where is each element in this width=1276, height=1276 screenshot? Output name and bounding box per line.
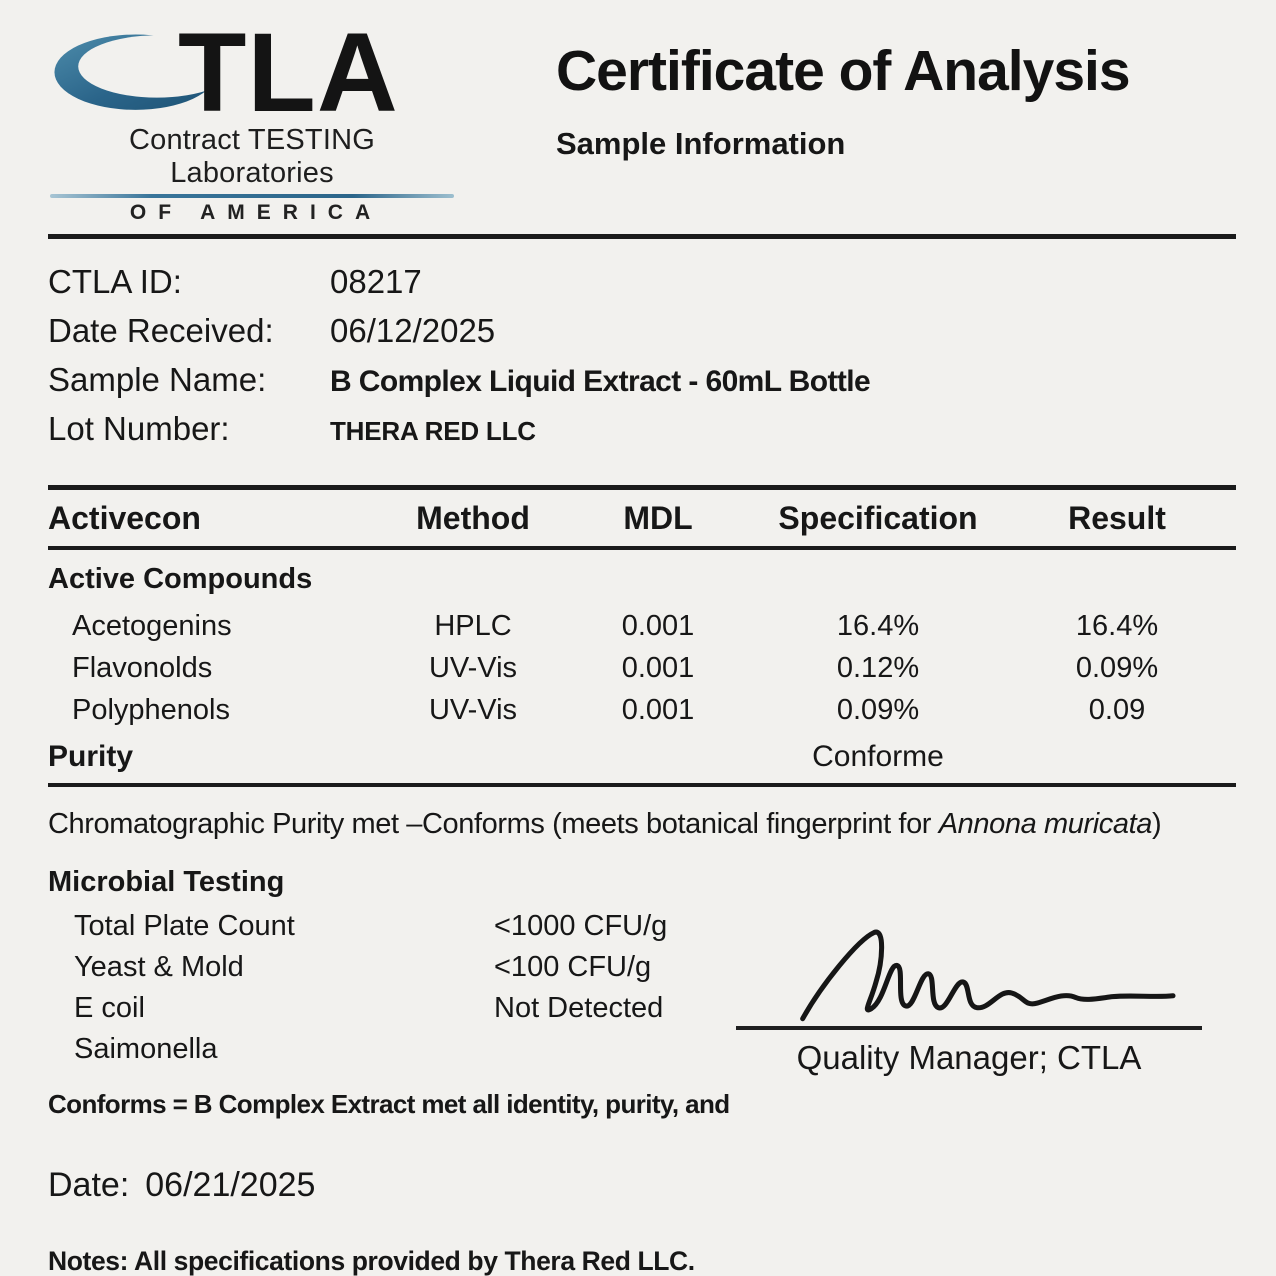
field-value: 08217	[330, 263, 422, 300]
microbial-result: <100 CFU/g	[494, 951, 652, 983]
cell-result: 0.09%	[1075, 651, 1159, 684]
microbial-row: Saimonella	[48, 1029, 708, 1070]
microbial-test: E coil	[74, 992, 145, 1024]
purity-row: Purity Conforme	[48, 731, 1236, 783]
microbial-row: Yeast & Mold <100 CFU/g	[48, 947, 708, 988]
signature-caption: Quality Manager; CTLA	[796, 1039, 1142, 1076]
results-table: Activecon Method MDL Specification Resul…	[48, 485, 1236, 787]
cell-mdl: 0.001	[621, 651, 695, 684]
field-lot-number: Lot Number: THERA RED LLC	[48, 410, 1236, 459]
microbial-result: Not Detected	[494, 992, 664, 1024]
chromo-species-italic: Annona muricata	[938, 808, 1153, 840]
table-section-active-compounds: Active Compounds	[48, 563, 313, 595]
field-sample-name: Sample Name: B Complex Liquid Extract - …	[48, 361, 1236, 410]
footer-notes: Notes: All specifications provided by Th…	[48, 1245, 1236, 1276]
cell-result: 0.09	[1088, 693, 1146, 726]
field-label: Date Received:	[48, 312, 274, 349]
microbial-test: Total Plate Count	[74, 910, 295, 942]
column-header-specification: Specification	[778, 499, 978, 536]
column-header-method: Method	[416, 499, 530, 536]
field-value: THERA RED LLC	[330, 416, 536, 446]
column-header-activecon: Activecon	[48, 499, 201, 536]
microbial-row: E coil Not Detected	[48, 988, 708, 1029]
document-header: TLA Contract TESTING Laboratories OF AME…	[48, 0, 1236, 225]
cell-result: 16.4%	[1075, 609, 1159, 642]
chromo-text-suffix: )	[1151, 808, 1162, 840]
field-label: CTLA ID:	[48, 263, 182, 300]
cell-analyte: Acetogenins	[72, 609, 232, 642]
crescent-c-icon	[54, 34, 217, 110]
chromo-text: Chromatographic Purity met –Conforms (me…	[48, 808, 939, 840]
purity-label: Purity	[48, 740, 134, 773]
date-line: Date: 06/21/2025	[48, 1166, 1236, 1205]
signature-image	[800, 929, 1176, 1022]
field-label: Lot Number:	[48, 410, 230, 447]
microbial-heading: Microbial Testing	[48, 866, 285, 898]
cell-method: HPLC	[434, 609, 512, 642]
microbial-result: <1000 CFU/g	[494, 910, 668, 942]
logo-of-america: OF AMERICA	[129, 201, 383, 224]
header-divider	[48, 234, 1236, 239]
date-label: Date:	[48, 1166, 130, 1204]
cell-method: UV-Vis	[428, 693, 518, 726]
table-row: Polyphenols UV-Vis 0.001 0.09% 0.09	[48, 689, 1236, 731]
logo-divider	[50, 194, 454, 198]
cell-mdl: 0.001	[621, 609, 695, 642]
field-ctla-id: CTLA ID: 08217	[48, 263, 1236, 312]
date-value: 06/21/2025	[145, 1166, 316, 1204]
cell-specification: 0.12%	[836, 651, 920, 684]
cell-mdl: 0.001	[621, 693, 695, 726]
notes-line: Notes: All specifications provided by Th…	[48, 1246, 695, 1276]
section-title-sample-information: Sample Information	[556, 126, 846, 161]
microbial-row: Total Plate Count <1000 CFU/g	[48, 906, 708, 947]
chromatographic-purity-note: Chromatographic Purity met –Conforms (me…	[48, 808, 1236, 841]
page-title: Certificate of Analysis	[556, 39, 1131, 103]
cell-analyte: Polyphenols	[72, 693, 230, 726]
field-value: B Complex Liquid Extract - 60mL Bottle	[330, 365, 871, 398]
sample-info-section: CTLA ID: 08217 Date Received: 06/12/2025…	[48, 263, 1236, 459]
microbial-test: Yeast & Mold	[74, 951, 244, 983]
conforms-note: Conforms = B Complex Extract met all ide…	[48, 1089, 730, 1119]
ctla-logo: TLA Contract TESTING Laboratories OF AME…	[48, 9, 510, 225]
table-bottom-rule	[48, 783, 1236, 787]
table-top-rule	[48, 485, 1236, 490]
field-value: 06/12/2025	[330, 312, 496, 349]
signature-block: Quality Manager; CTLA	[708, 906, 1236, 1077]
cell-analyte: Flavonolds	[72, 651, 213, 684]
microbial-testing-section: Microbial Testing Total Plate Count <100…	[48, 866, 1236, 1077]
table-row: Acetogenins HPLC 0.001 16.4% 16.4%	[48, 605, 1236, 647]
signature-line	[736, 1026, 1202, 1030]
microbial-test: Saimonella	[74, 1033, 218, 1065]
cell-specification: 16.4%	[836, 609, 920, 642]
column-header-mdl: MDL	[623, 499, 693, 536]
table-row: Flavonolds UV-Vis 0.001 0.12% 0.09%	[48, 647, 1236, 689]
logo-company-name: Contract TESTING Laboratories	[128, 124, 375, 189]
cell-specification: 0.09%	[836, 693, 920, 726]
table-header-rule	[48, 546, 1236, 550]
column-header-result: Result	[1068, 499, 1166, 536]
microbial-table: Total Plate Count <1000 CFU/g Yeast & Mo…	[48, 906, 708, 1077]
cell-method: UV-Vis	[428, 651, 518, 684]
purity-value: Conforme	[812, 740, 944, 773]
field-label: Sample Name:	[48, 361, 267, 398]
logo-acronym: TLA	[178, 9, 399, 135]
field-date-received: Date Received: 06/12/2025	[48, 312, 1236, 361]
table-header-row: Activecon Method MDL Specification Resul…	[48, 490, 1236, 546]
